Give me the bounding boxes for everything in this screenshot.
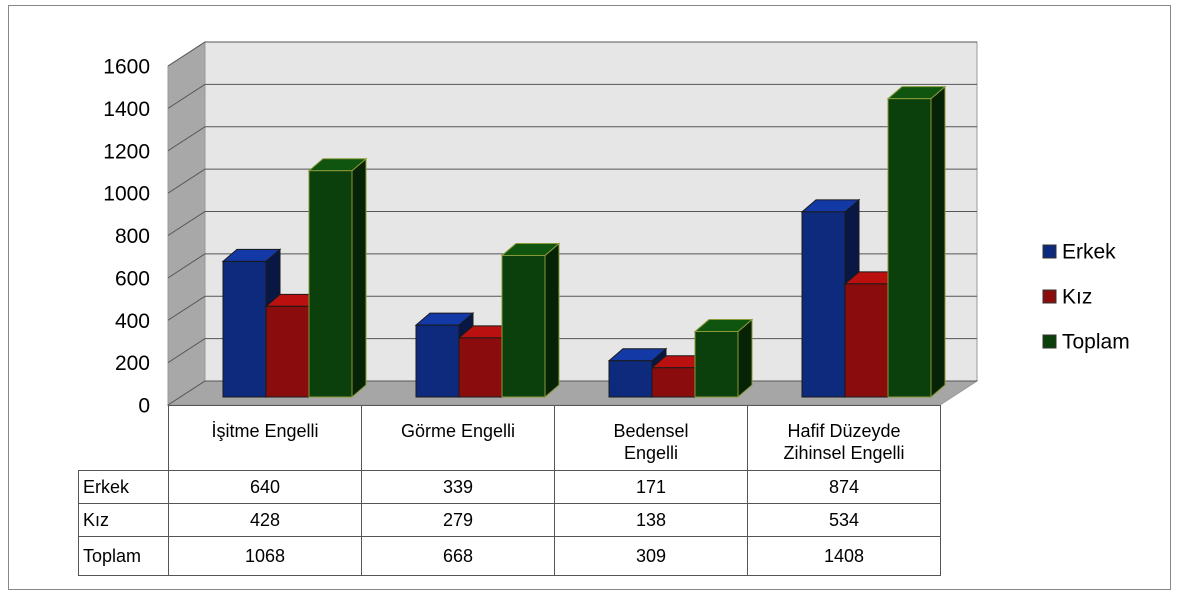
- table-series-name: Erkek: [78, 470, 169, 504]
- table-series-name-text: Kız: [83, 510, 110, 530]
- table-value-text: 1408: [823, 546, 865, 566]
- legend-swatch: [1042, 334, 1057, 349]
- bar-front: [265, 305, 310, 398]
- table-value-text: 171: [635, 477, 667, 497]
- bar-front: [222, 260, 267, 398]
- grid-line: [167, 83, 977, 109]
- table-value: 279: [361, 503, 555, 537]
- table-value-text: 668: [442, 546, 474, 566]
- bar: [693, 318, 754, 399]
- bar-front: [801, 211, 846, 398]
- table-value-text: 339: [442, 477, 474, 497]
- bar-side: [544, 242, 560, 399]
- bar: [500, 242, 561, 399]
- bar-front: [501, 254, 546, 398]
- table-value: 428: [168, 503, 362, 537]
- legend-swatch: [1042, 289, 1057, 304]
- table-category: İşitme Engelli: [168, 405, 362, 471]
- table-category-text: Görme Engelli: [400, 421, 516, 441]
- bar-front: [844, 283, 889, 398]
- table-category: Görme Engelli: [361, 405, 555, 471]
- grid-line: [167, 126, 977, 152]
- y-tick-label: 200: [115, 352, 150, 375]
- grid-line: [167, 295, 977, 321]
- table-value-text: 1068: [244, 546, 286, 566]
- table-value: 1068: [168, 536, 362, 576]
- y-tick-label: 0: [138, 395, 150, 418]
- table-series-name-text: Erkek: [83, 477, 130, 497]
- legend-label: Kız: [1062, 286, 1092, 309]
- bar-front: [887, 98, 932, 398]
- table-value: 138: [554, 503, 748, 537]
- table-category-text: Hafif Düzeyde Zihinsel Engelli: [783, 421, 905, 463]
- bar-front: [694, 331, 739, 398]
- y-tick-label: 1600: [103, 56, 150, 79]
- legend-label: Erkek: [1062, 241, 1116, 264]
- table-value: 640: [168, 470, 362, 504]
- table-value: 668: [361, 536, 555, 576]
- bar-front: [608, 360, 653, 398]
- grid-line: [167, 211, 977, 236]
- bar: [886, 85, 947, 399]
- table-value-text: 138: [635, 510, 667, 530]
- table-category: Hafif Düzeyde Zihinsel Engelli: [747, 405, 941, 471]
- bar-side: [737, 318, 753, 399]
- table-value: 339: [361, 470, 555, 504]
- legend-label: Toplam: [1062, 331, 1130, 354]
- table-series-name: Kız: [78, 503, 169, 537]
- bar-front: [415, 324, 460, 398]
- table-value-text: 279: [442, 510, 474, 530]
- table-value-text: 874: [828, 477, 860, 497]
- grid-line: [167, 253, 977, 279]
- table-category-text: İşitme Engelli: [211, 421, 319, 441]
- bar-side: [351, 157, 367, 399]
- bar-front: [651, 367, 696, 398]
- y-tick-label: 800: [115, 225, 150, 248]
- grid-line: [167, 41, 977, 67]
- table-category-text: Bedensel Engelli: [613, 421, 689, 463]
- y-tick-label: 1200: [103, 140, 150, 163]
- table-value: 874: [747, 470, 941, 504]
- table-value: 171: [554, 470, 748, 504]
- y-tick-label: 1000: [103, 183, 150, 206]
- table-value-text: 640: [249, 477, 281, 497]
- y-tick-label: 1400: [103, 98, 150, 121]
- table-value-text: 428: [249, 510, 281, 530]
- table-value: 309: [554, 536, 748, 576]
- table-category: Bedensel Engelli: [554, 405, 748, 471]
- y-tick-label: 600: [115, 267, 150, 290]
- table-series-name: Toplam: [78, 536, 169, 576]
- bar-side: [930, 85, 946, 399]
- grid-line: [167, 168, 977, 194]
- table-value: 1408: [747, 536, 941, 576]
- bar-front: [458, 337, 503, 398]
- y-tick-label: 400: [115, 310, 150, 333]
- bar: [307, 157, 368, 399]
- table-value-text: 534: [828, 510, 860, 530]
- table-value: 534: [747, 503, 941, 537]
- legend-swatch: [1042, 244, 1057, 259]
- table-series-name-text: Toplam: [83, 546, 142, 566]
- bar-front: [308, 170, 353, 398]
- table-value-text: 309: [635, 546, 667, 566]
